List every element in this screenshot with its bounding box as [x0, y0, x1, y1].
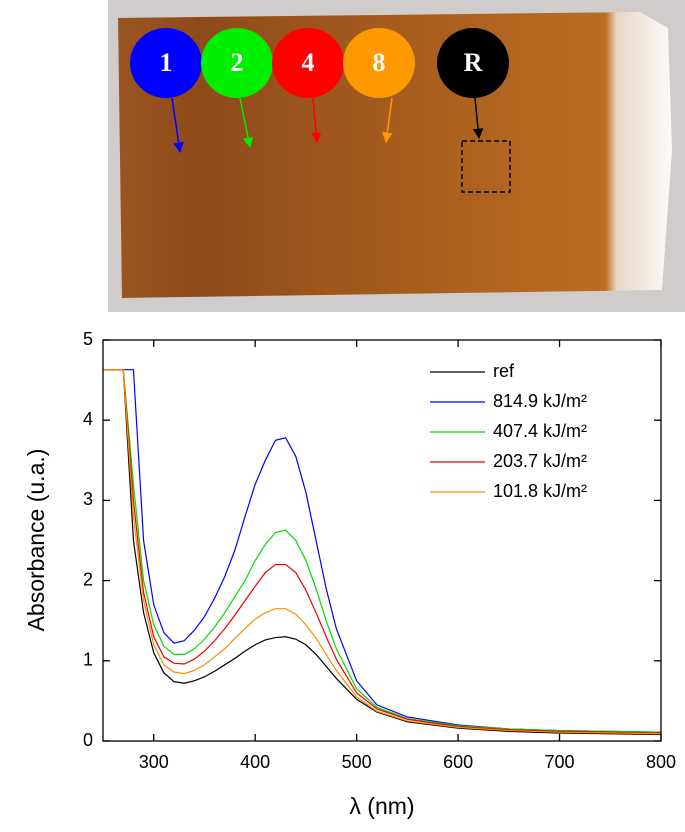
legend-label: ref: [493, 361, 515, 381]
x-tick-label: 600: [443, 752, 473, 772]
y-axis-label: Absorbance (u.a.): [23, 449, 49, 632]
reference-box: [461, 140, 511, 193]
y-tick-label: 5: [83, 329, 93, 349]
arrow: [382, 97, 393, 144]
marker-label: 2: [231, 48, 244, 77]
x-tick-label: 700: [545, 752, 575, 772]
legend-label: 203.7 kJ/m²: [493, 451, 587, 471]
marker-circle: [343, 28, 415, 98]
plot-frame: [102, 339, 662, 742]
legend-label: 407.4 kJ/m²: [493, 421, 587, 441]
marker-circle: [437, 28, 509, 98]
x-axis-label: λ (nm): [349, 793, 414, 819]
plot-area: [103, 369, 661, 736]
y-tick-label: 1: [83, 650, 93, 670]
x-tick-label: 500: [342, 752, 372, 772]
x-tick-label: 400: [240, 752, 270, 772]
y-tick-label: 3: [83, 489, 93, 509]
y-tick-label: 0: [83, 730, 93, 750]
legend-label: 101.8 kJ/m²: [493, 481, 587, 501]
marker-circle: [201, 28, 273, 98]
arrow: [239, 97, 254, 149]
marker-circle: [130, 28, 202, 98]
series-line: [103, 369, 661, 736]
marker-label: R: [464, 48, 483, 77]
legend-label: 814.9 kJ/m²: [493, 391, 587, 411]
y-tick-label: 2: [83, 569, 93, 589]
marker-label: 8: [373, 48, 386, 77]
series-line: [103, 369, 661, 733]
photo: 1 2 4 8 R: [108, 0, 685, 312]
marker-circle: [272, 28, 344, 98]
x-tick-label: 800: [646, 752, 676, 772]
arrow: [310, 97, 322, 144]
series-line: [103, 369, 661, 733]
marker-label: 1: [160, 48, 173, 77]
series-line: [103, 369, 661, 735]
arrow: [472, 97, 484, 140]
y-tick-label: 4: [83, 409, 93, 429]
marker-label: 4: [302, 48, 315, 77]
arrow: [171, 97, 184, 154]
series-line: [103, 369, 661, 734]
x-tick-label: 300: [139, 752, 169, 772]
